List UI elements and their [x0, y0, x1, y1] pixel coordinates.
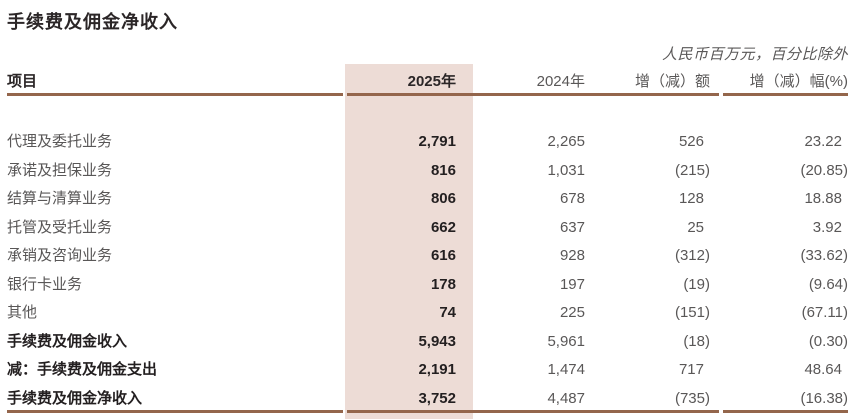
row-value: (33.62) [800, 247, 848, 264]
column-header-2024: 2024年 [536, 73, 585, 90]
row-label: 手续费及佣金收入 [7, 332, 128, 350]
row-value: 3.92 [812, 218, 842, 236]
column-header-change-amt: 增（减）额 [634, 73, 710, 90]
row-label: 手续费及佣金净收入 [7, 389, 143, 407]
row-value: 48.64 [804, 361, 842, 378]
row-value: (215) [674, 161, 710, 179]
row-value: (16.38) [800, 389, 848, 407]
row-value: 806 [430, 190, 456, 207]
row-value: 1,474 [547, 361, 585, 378]
row-value: 2,191 [418, 361, 456, 378]
table-row: 减：手续费及佣金支出 2,191 1,474 717 48.64 [7, 359, 848, 380]
row-label: 减：手续费及佣金支出 [7, 361, 158, 378]
row-label: 结算与清算业务 [7, 190, 113, 207]
row-value: 928 [559, 247, 585, 264]
table-header-row: 项目 2025年 2024年 增（减）额 增（减）幅(%) [7, 70, 848, 94]
table-row: 手续费及佣金净收入 3,752 4,487 (735) (16.38) [7, 388, 848, 409]
row-value: 128 [678, 190, 704, 207]
row-value: 225 [559, 304, 585, 321]
table-row: 结算与清算业务 806 678 128 18.88 [7, 188, 848, 209]
row-value: 816 [430, 161, 456, 179]
row-label: 托管及受托业务 [7, 218, 113, 236]
row-value: (9.64) [808, 275, 848, 293]
row-value: 5,943 [418, 332, 456, 350]
table-row: 手续费及佣金收入 5,943 5,961 (18) (0.30) [7, 331, 848, 352]
row-value: 25 [687, 218, 704, 236]
row-value: 2,791 [418, 133, 456, 150]
bottom-rule-segment [723, 410, 848, 413]
unit-note: 人民币百万元，百分比除外 [661, 46, 848, 63]
table-row: 承诺及担保业务 816 1,031 (215) (20.85) [7, 160, 848, 181]
table-row: 代理及委托业务 2,791 2,265 526 23.22 [7, 131, 848, 152]
table-row: 托管及受托业务 662 637 25 3.92 [7, 217, 848, 238]
bottom-rule-segment [347, 410, 719, 413]
row-value: 637 [559, 218, 585, 236]
row-value: (19) [683, 275, 710, 293]
row-value: (312) [674, 247, 710, 264]
row-value: 616 [430, 247, 456, 264]
row-value: 526 [678, 133, 704, 150]
row-value: 5,961 [547, 332, 585, 350]
table-row: 承销及咨询业务 616 928 (312) (33.62) [7, 245, 848, 266]
row-value: (67.11) [801, 304, 848, 321]
row-value: 178 [430, 275, 456, 293]
row-value: 2,265 [547, 133, 585, 150]
row-label: 承销及咨询业务 [7, 247, 113, 264]
highlight-column-2025 [345, 64, 473, 419]
row-value: (735) [674, 389, 710, 407]
row-label: 其他 [7, 304, 38, 321]
row-label: 承诺及担保业务 [7, 161, 113, 179]
row-value: (0.30) [808, 332, 848, 350]
column-header-2025: 2025年 [407, 73, 456, 90]
row-value: (151) [674, 304, 710, 321]
bottom-rule-segment [7, 410, 343, 413]
row-value: 74 [439, 304, 456, 321]
table-row: 银行卡业务 178 197 (19) (9.64) [7, 274, 848, 295]
row-label: 银行卡业务 [7, 275, 83, 293]
row-value: 678 [559, 190, 585, 207]
row-value: 18.88 [804, 190, 842, 207]
row-value: 23.22 [804, 133, 842, 150]
header-rule-segment [7, 93, 343, 96]
row-value: 4,487 [547, 389, 585, 407]
header-rule-segment [347, 93, 719, 96]
row-label: 代理及委托业务 [7, 133, 113, 150]
table-row: 其他 74 225 (151) (67.11) [7, 302, 848, 323]
page-title: 手续费及佣金净收入 [7, 12, 178, 32]
row-value: 1,031 [547, 161, 585, 179]
row-value: 662 [430, 218, 456, 236]
row-value: (20.85) [800, 161, 848, 179]
row-value: 3,752 [418, 389, 456, 407]
column-header-item: 项目 [7, 73, 38, 90]
row-value: 717 [678, 361, 704, 378]
column-header-change-pct: 增（减）幅(%) [749, 73, 848, 90]
row-value: 197 [559, 275, 585, 293]
row-value: (18) [683, 332, 710, 350]
header-rule-segment [723, 93, 848, 96]
